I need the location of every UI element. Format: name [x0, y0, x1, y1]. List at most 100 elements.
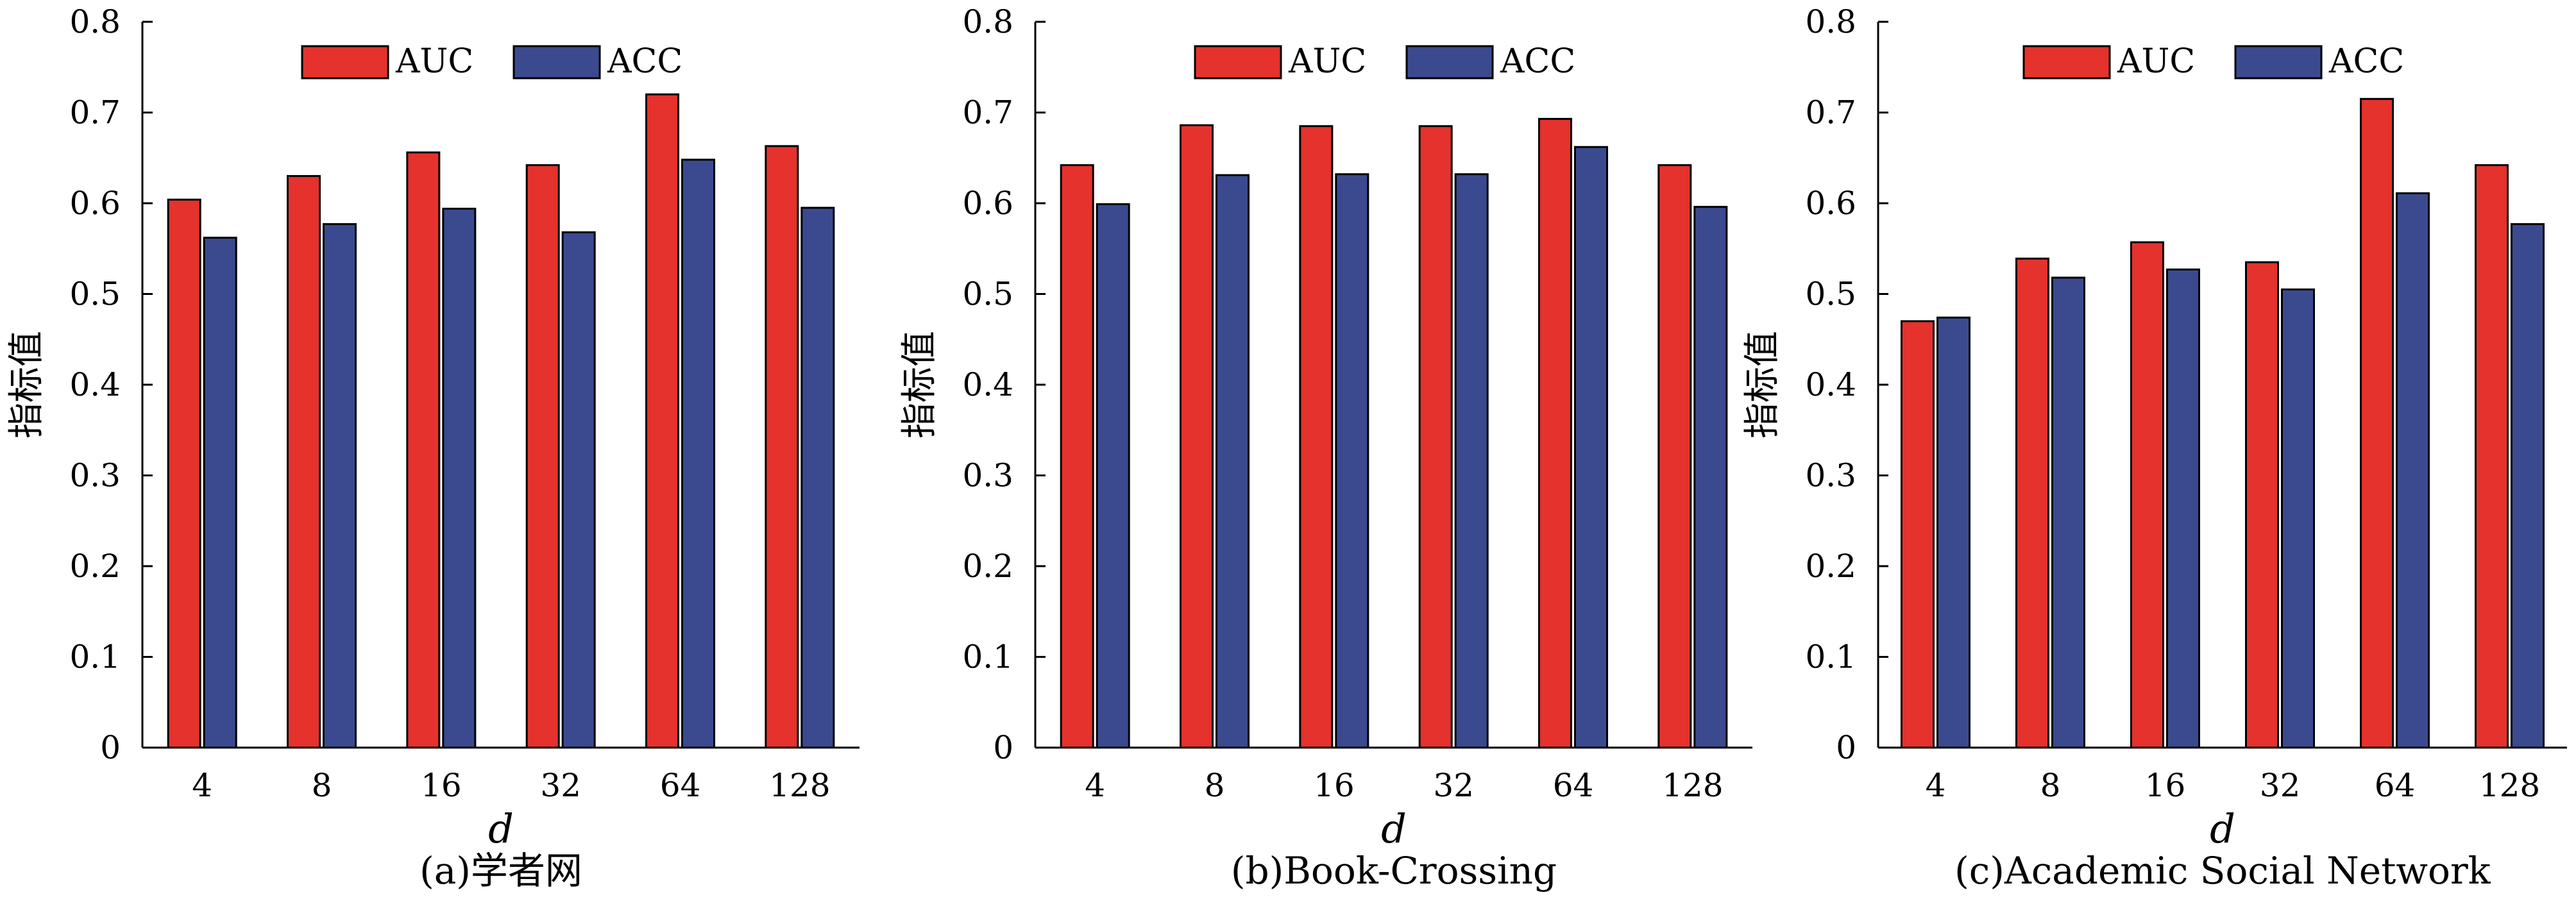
y-tick-label: 0.3 — [1805, 457, 1856, 494]
y-tick-label: 0.5 — [69, 276, 121, 313]
y-axis-label: 指标值 — [899, 331, 940, 439]
bar-auc-128 — [2475, 164, 2509, 749]
bar-auc-32 — [2245, 261, 2279, 749]
bar-acc-4 — [1096, 203, 1130, 749]
y-tick-label: 0.2 — [1805, 548, 1856, 585]
legend-swatch-auc — [2022, 45, 2111, 80]
bar-acc-32 — [2281, 288, 2315, 749]
bar-acc-16 — [2166, 268, 2200, 749]
x-tick-label: 64 — [660, 767, 701, 804]
y-tick-label: 0.3 — [962, 457, 1013, 494]
chart-panel-3: 0 0.1 0.2 0.3 0.4 0.5 0.6 0.7 0.8 指标值 4 8 16 32 64 128 d… — [1741, 3, 2567, 893]
x-axis-label: d — [488, 805, 514, 852]
y-axis-label: 指标值 — [1741, 331, 1783, 439]
x-tick-label: 4 — [1085, 767, 1105, 804]
bar-acc-8 — [323, 223, 357, 749]
x-tick-label: 8 — [2040, 767, 2061, 804]
y-tick-label: 0.5 — [962, 276, 1013, 313]
y-tick-label: 0.6 — [1805, 185, 1856, 222]
x-tick-label: 8 — [312, 767, 332, 804]
bar-acc-128 — [1693, 206, 1728, 749]
legend-swatch-acc — [2234, 45, 2323, 80]
x-tick-label: 16 — [2145, 767, 2186, 804]
chart-panel-1: 0 0.1 0.2 0.3 0.4 0.5 0.6 0.7 0.8 指标值 4 8 16 32 64 128 d… — [6, 3, 860, 893]
y-tick-label: 0.1 — [1805, 639, 1856, 676]
y-tick-label: 0.8 — [962, 3, 1013, 40]
bar-auc-4 — [1901, 320, 1935, 749]
bar-acc-4 — [1936, 316, 1970, 749]
x-axis-label: d — [1381, 805, 1407, 852]
panel-caption: (b)Book-Crossing — [1231, 849, 1557, 893]
bar-auc-8 — [2015, 257, 2049, 749]
legend-label-acc: ACC — [1500, 42, 1575, 81]
bar-acc-32 — [561, 231, 596, 749]
legend-swatch-auc — [1194, 45, 1282, 80]
y-tick-label: 0.4 — [69, 366, 121, 403]
bar-auc-4 — [1060, 164, 1094, 749]
bar-auc-64 — [645, 93, 679, 749]
bar-auc-64 — [1538, 117, 1572, 749]
y-tick-label: 0.6 — [962, 185, 1013, 222]
y-tick-label: 0.1 — [69, 639, 121, 676]
y-tick-label: 0.4 — [1805, 366, 1856, 403]
x-tick-label: 64 — [2375, 767, 2416, 804]
bar-auc-32 — [1418, 125, 1453, 749]
bar-acc-16 — [442, 207, 477, 749]
y-tick-label: 0.6 — [69, 185, 121, 222]
y-tick-label: 0.3 — [69, 457, 121, 494]
y-tick-label: 0.5 — [1805, 276, 1856, 313]
x-tick-label: 128 — [2479, 767, 2540, 804]
legend-label-acc: ACC — [607, 42, 682, 81]
bar-auc-8 — [1180, 124, 1214, 749]
x-tick-label: 64 — [1553, 767, 1594, 804]
bar-auc-128 — [1657, 164, 1692, 749]
y-tick-label: 0 — [993, 729, 1013, 766]
bar-auc-4 — [167, 198, 201, 749]
bar-acc-128 — [801, 206, 835, 749]
y-axis-label: 指标值 — [6, 331, 47, 439]
bar-auc-128 — [765, 145, 799, 749]
bar-acc-32 — [1454, 173, 1489, 749]
legend-swatch-acc — [513, 45, 601, 80]
bar-auc-16 — [2130, 241, 2164, 749]
y-tick-label: 0.4 — [962, 366, 1013, 403]
bar-auc-16 — [1299, 125, 1334, 749]
bar-acc-4 — [203, 237, 237, 749]
y-tick-label: 0.7 — [1805, 94, 1856, 131]
x-tick-label: 16 — [1314, 767, 1355, 804]
chart-panel-2: 0 0.1 0.2 0.3 0.4 0.5 0.6 0.7 0.8 指标值 4 8 16 32 64 128 d… — [899, 3, 1752, 893]
x-tick-label: 32 — [2260, 767, 2301, 804]
bar-acc-64 — [1574, 146, 1608, 749]
y-tick-label: 0.7 — [69, 94, 121, 131]
x-tick-label: 8 — [1205, 767, 1225, 804]
legend-label-auc: AUC — [2117, 42, 2195, 81]
legend-label-auc: AUC — [1288, 42, 1366, 81]
x-tick-label: 4 — [1926, 767, 1946, 804]
x-tick-label: 32 — [1433, 767, 1474, 804]
legend-swatch-auc — [301, 45, 389, 80]
bar-auc-64 — [2360, 97, 2394, 749]
bar-acc-8 — [2051, 276, 2085, 749]
y-tick-label: 0.2 — [962, 548, 1013, 585]
y-tick-label: 0.1 — [962, 639, 1013, 676]
bar-acc-8 — [1216, 174, 1250, 749]
x-tick-label: 4 — [192, 767, 212, 804]
x-tick-label: 128 — [1662, 767, 1723, 804]
y-tick-label: 0 — [1836, 729, 1856, 766]
legend-label-acc: ACC — [2328, 42, 2404, 81]
legend-label-auc: AUC — [395, 42, 473, 81]
x-tick-label: 32 — [540, 767, 581, 804]
bar-acc-128 — [2511, 223, 2545, 749]
y-tick-label: 0.7 — [962, 94, 1013, 131]
bar-auc-32 — [525, 164, 560, 749]
bar-acc-16 — [1335, 173, 1369, 749]
bar-auc-8 — [287, 175, 321, 749]
y-tick-label: 0.8 — [69, 3, 121, 40]
bar-acc-64 — [2396, 192, 2430, 749]
bar-auc-16 — [406, 151, 441, 749]
legend-swatch-acc — [1405, 45, 1494, 80]
x-tick-label: 16 — [421, 767, 462, 804]
x-axis-label: d — [2210, 805, 2235, 852]
